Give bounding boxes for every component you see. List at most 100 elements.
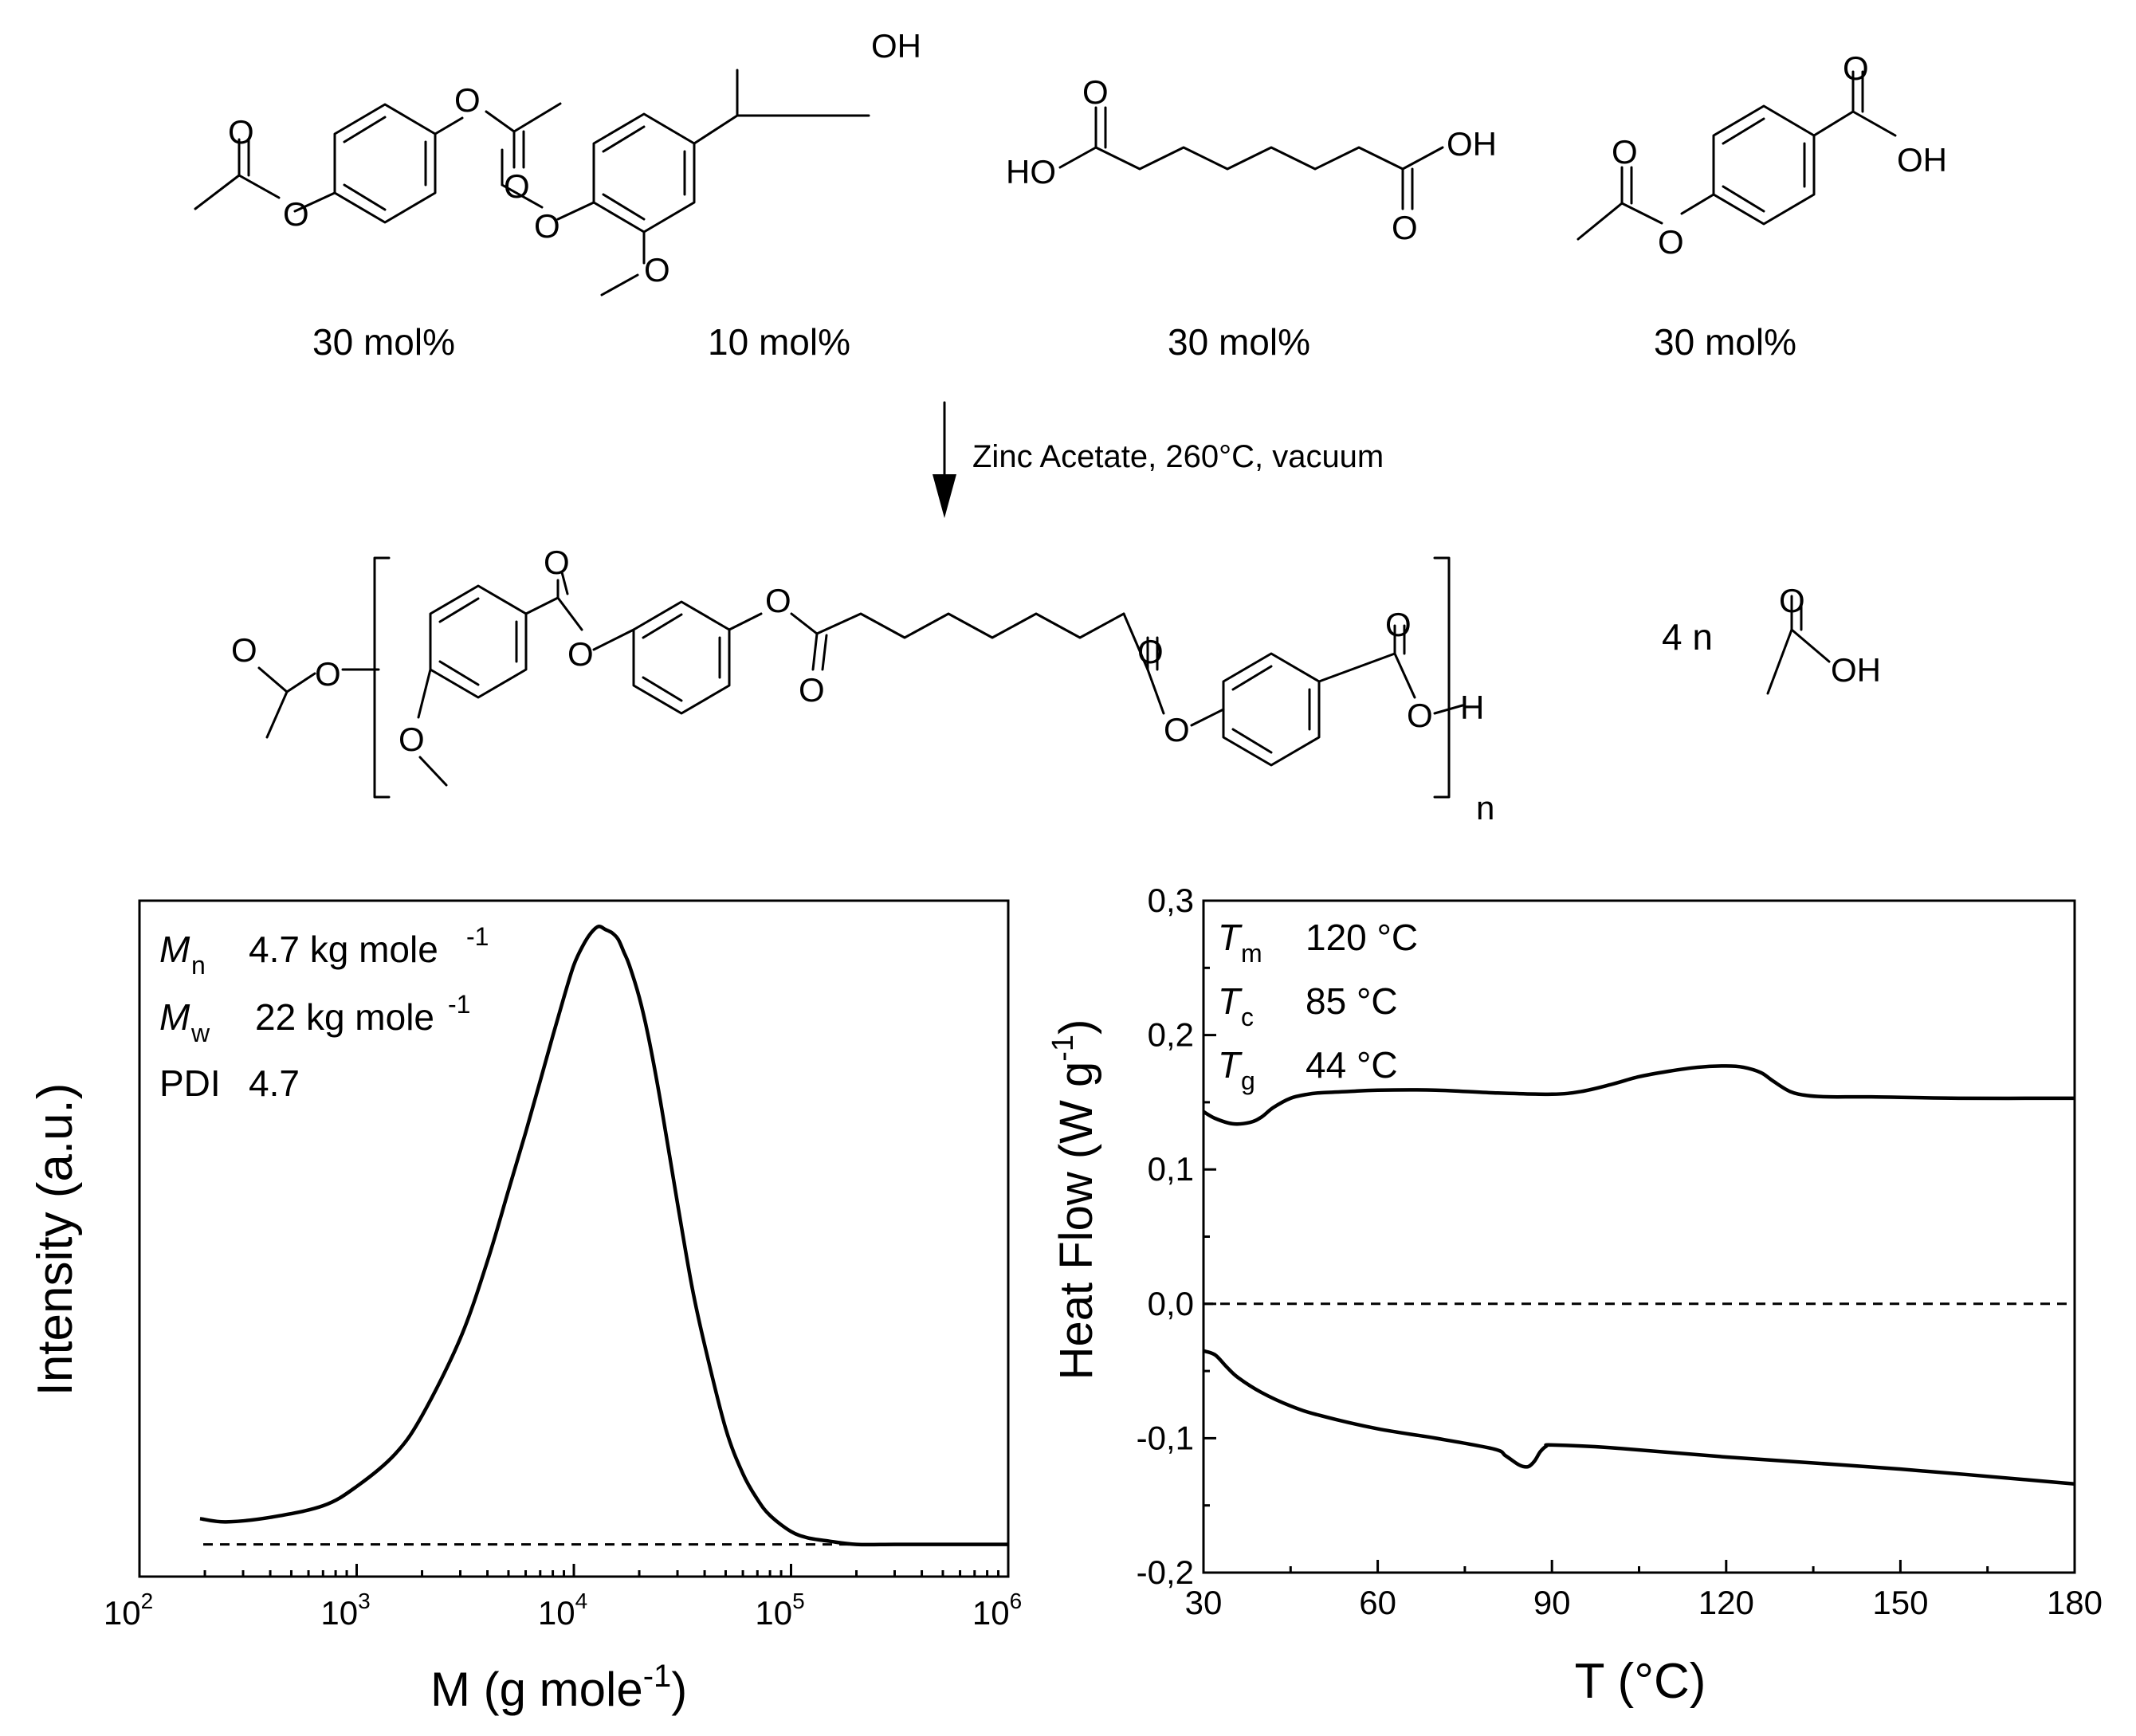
benzene-ring [1712,104,1816,226]
x-tick-label: 60 [1359,1584,1396,1621]
annotation-tg: T g 44 °C [1218,1044,1398,1095]
x-tick-labels: 102 103 104 105 106 [104,1589,1022,1632]
monomer-label: 10 mol% [708,321,850,363]
benzene-ring [1222,652,1321,767]
atom-o: O [1082,73,1109,111]
annot-symbol: T [1218,1044,1243,1086]
annot-symbol: M [159,996,190,1038]
atom-o: O [534,207,560,245]
annot-symbol: T [1218,917,1243,958]
annot-value: 4.7 kg mole [249,929,438,970]
x-tick-label: 103 [320,1589,370,1632]
annotation-pdi: PDI 4.7 [159,1062,300,1104]
x-tick-label: 102 [104,1589,153,1632]
annot-subscript: c [1241,1003,1254,1031]
bracket-left [373,556,391,799]
atom-o: O [567,635,594,673]
benzene-ring [592,112,696,234]
benzene-ring [333,103,437,224]
heating-curve [1202,1064,2075,1126]
reaction-scheme: O O O O 30 mol% OH O [194,27,1947,827]
annot-subscript: g [1241,1066,1255,1095]
atom-o: O [644,251,670,289]
repeat-subscript: n [1476,789,1494,827]
benzene-ring [632,600,731,715]
monomer-label: 30 mol% [1168,321,1310,363]
annot-subscript: w [190,1019,210,1047]
y-tick-label: -0,2 [1137,1553,1194,1591]
axis-ticks [1202,899,2076,1574]
x-tick-label: 105 [755,1589,804,1632]
atom-o: O [1392,209,1418,246]
alkyl-chain [815,612,1125,639]
polymer-product: O O O O O [231,544,1494,827]
y-tick-label: 0,2 [1148,1016,1194,1054]
byproduct-acetic-acid: 4 n O OH [1662,582,1881,695]
x-tick-label: 150 [1872,1584,1928,1621]
annot-value: 120 °C [1306,917,1418,958]
reaction-arrow: Zinc Acetate, 260°C, vacuum [933,401,1384,518]
annot-value: 44 °C [1306,1044,1398,1086]
y-tick-label: 0,0 [1148,1285,1194,1322]
annotation-mn: M n 4.7 kg mole -1 [159,922,489,980]
atom-o: O [454,81,481,119]
annot-superscript: -1 [448,990,470,1019]
atom-oh: OH [871,27,921,65]
cooling-curve [1203,1349,2075,1486]
arrow-head [933,474,956,518]
atom-o: O [1407,697,1433,734]
atom-oh: OH [1447,125,1497,163]
atom-o: O [228,113,254,151]
y-axis-label: Intensity (a.u.) [28,1083,83,1396]
alkyl-chain [1094,146,1404,171]
atom-o: O [1164,711,1190,748]
gpc-chart: 102 103 104 105 106 M n 4.7 kg mole -1 M w 2… [28,899,1022,1716]
annotation-mw: M w 22 kg mole -1 [159,990,470,1047]
atom-o: O [544,544,570,581]
annot-value: 22 kg mole [255,996,434,1038]
annot-subscript: m [1241,939,1262,968]
y-tick-label: -0,1 [1137,1419,1194,1456]
atom-o: O [1612,133,1638,171]
atom-o: O [799,671,825,709]
atom-o: O [1658,223,1684,261]
atom-o: O [1843,49,1869,87]
annot-value: 85 °C [1306,980,1398,1022]
byproduct-coefficient: 4 n [1662,616,1713,658]
y-tick-label: 0,3 [1148,882,1194,919]
reaction-conditions: Zinc Acetate, 260°C, vacuum [972,439,1384,474]
monomer-label: 30 mol% [1654,321,1796,363]
annot-value: 4.7 [249,1062,300,1104]
annotation-tc: T c 85 °C [1218,980,1398,1031]
bracket-right [1433,556,1451,799]
atom-oh: OH [1897,141,1947,179]
dsc-chart: 30 60 90 120 150 180 -0,2 -0,1 0,0 0,1 0,2 0,3 T m… [1046,882,2103,1709]
x-tick-label: 104 [538,1589,587,1632]
annotation-tm: T m 120 °C [1218,917,1418,968]
atom-o: O [765,582,791,619]
atom-ho: HO [1006,153,1056,190]
atom-oh: OH [1831,651,1881,689]
x-tick-label: 180 [2047,1584,2103,1621]
y-axis-label: Heat Flow (W g-1) [1046,1019,1102,1381]
monomer-suberic-acid: HO O O OH 30 mol% [1006,73,1497,363]
x-axis-label: T (°C) [1575,1654,1706,1709]
y-tick-label: 0,1 [1148,1150,1194,1188]
atom-o: O [315,655,341,693]
annot-superscript: -1 [466,922,489,951]
atom-o: O [1385,606,1412,643]
monomer-hydroquinone-diacetate: O O O O 30 mol% [194,81,562,363]
annot-symbol: PDI [159,1062,221,1104]
monomer-acetoxybenzoic-acid: O OH O O 30 mol% [1576,49,1947,363]
distribution-curve [199,924,1008,1547]
x-tick-label: 106 [972,1589,1022,1632]
atom-o: O [1779,582,1805,619]
x-tick-label: 120 [1698,1584,1754,1621]
x-tick-labels: 30 60 90 120 150 180 [1185,1584,2103,1621]
monomer-acetyl-vanillic-acid: OH O O 10 mol% [501,27,921,363]
atom-o: O [231,631,257,669]
monomer-label: 30 mol% [312,321,455,363]
annot-subscript: n [191,951,206,980]
x-tick-label: 90 [1533,1584,1571,1621]
